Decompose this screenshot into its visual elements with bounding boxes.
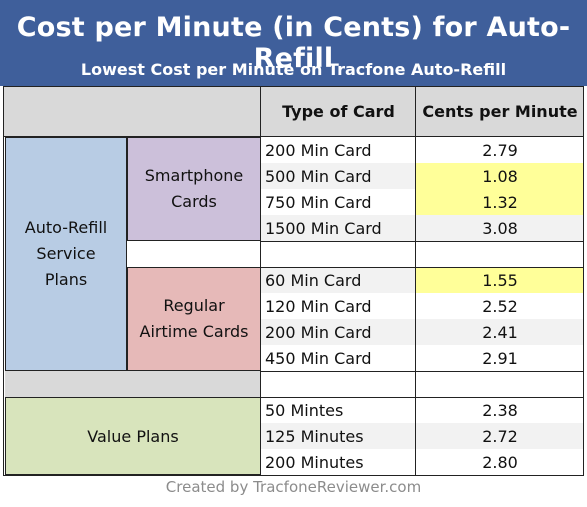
subgroup-regular: Regular Airtime Cards bbox=[127, 267, 261, 371]
table-grid-line bbox=[260, 86, 261, 476]
card-type-cell: 200 Minutes bbox=[261, 449, 416, 475]
cents-per-minute-cell: 2.80 bbox=[416, 449, 584, 475]
subgroup-smartphone: Smartphone Cards bbox=[127, 137, 261, 241]
cost-table: Type of Card Cents per Minute Auto-Refil… bbox=[0, 86, 587, 476]
table-grid-line bbox=[261, 397, 584, 398]
group-autorefill: Auto-Refill Service Plans bbox=[5, 137, 127, 371]
group-gap bbox=[5, 371, 261, 397]
card-type-cell: 500 Min Card bbox=[261, 163, 416, 189]
card-type-cell: 50 Mintes bbox=[261, 397, 416, 423]
card-type-cell: 1500 Min Card bbox=[261, 215, 416, 241]
card-type-cell: 120 Min Card bbox=[261, 293, 416, 319]
footer-credit: Created by TracfoneReviewer.com bbox=[165, 478, 422, 496]
card-type-cell: 750 Min Card bbox=[261, 189, 416, 215]
blank-row bbox=[261, 241, 584, 267]
cents-per-minute-cell: 1.55 bbox=[416, 267, 584, 293]
card-type-cell: 60 Min Card bbox=[261, 267, 416, 293]
cents-per-minute-cell: 3.08 bbox=[416, 215, 584, 241]
table-grid-line bbox=[261, 267, 584, 268]
cents-per-minute-cell: 2.91 bbox=[416, 345, 584, 371]
table-grid-line bbox=[3, 136, 584, 137]
cents-per-minute-cell: 1.08 bbox=[416, 163, 584, 189]
card-type-cell: 200 Min Card bbox=[261, 137, 416, 163]
cents-per-minute-cell: 2.72 bbox=[416, 423, 584, 449]
table-grid-line bbox=[261, 241, 584, 242]
card-type-cell: 125 Minutes bbox=[261, 423, 416, 449]
title-banner: Cost per Minute (in Cents) for Auto-Refi… bbox=[0, 0, 587, 86]
column-header-cents: Cents per Minute bbox=[416, 86, 584, 136]
blank-row bbox=[261, 371, 584, 397]
cents-per-minute-cell: 2.41 bbox=[416, 319, 584, 345]
cents-per-minute-cell: 2.79 bbox=[416, 137, 584, 163]
table-grid-line bbox=[261, 371, 584, 372]
group-value: Value Plans bbox=[5, 397, 261, 475]
column-header-type: Type of Card bbox=[261, 86, 416, 136]
chart-subtitle: Lowest Cost per Minute on Tracfone Auto-… bbox=[80, 60, 507, 79]
cents-per-minute-cell: 2.38 bbox=[416, 397, 584, 423]
cents-per-minute-cell: 1.32 bbox=[416, 189, 584, 215]
header-blank-cell bbox=[3, 86, 261, 136]
card-type-cell: 450 Min Card bbox=[261, 345, 416, 371]
table-grid-line bbox=[415, 86, 416, 476]
card-type-cell: 200 Min Card bbox=[261, 319, 416, 345]
cents-per-minute-cell: 2.52 bbox=[416, 293, 584, 319]
chart-title: Cost per Minute (in Cents) for Auto-Refi… bbox=[16, 12, 571, 74]
subgroup-gap bbox=[127, 241, 261, 267]
